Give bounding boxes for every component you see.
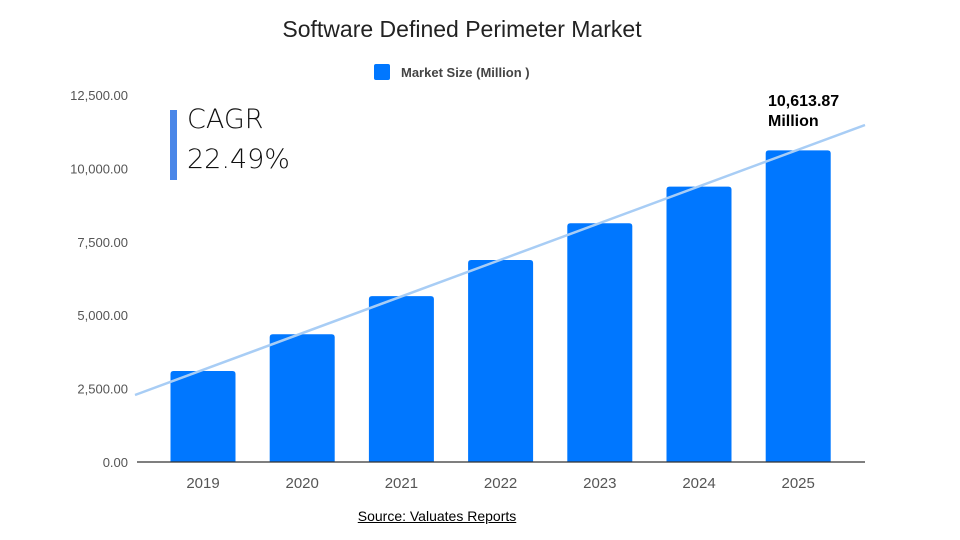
y-tick-label: 2,500.00 [77,382,128,397]
x-tick-label: 2022 [484,475,517,492]
bar-2021 [368,296,434,462]
trend-line [134,123,866,397]
chart-title: Software Defined Perimeter Market [282,16,642,42]
x-tick-label: 2021 [385,475,418,492]
last-value-number: 10,613.87 [768,93,840,110]
cagr-value: 22.49% [187,144,290,175]
source-link[interactable]: Source: Valuates Reports [357,508,517,524]
y-tick-label: 0.00 [103,455,128,470]
y-tick-label: 7,500.00 [77,235,128,250]
x-tick-label: 2019 [186,475,219,492]
legend-swatch [374,64,390,80]
last-value-annotation: 10,613.87 Million [768,92,839,132]
y-tick-label: 10,000.00 [70,161,128,176]
legend: Market Size (Million ) [374,64,530,80]
cagr-accent-bar [170,110,177,180]
bar-2019 [170,370,236,462]
x-tick-label: 2020 [286,475,319,492]
last-value-unit: Million [768,113,819,130]
x-tick-label: 2025 [782,475,815,492]
x-tick-label: 2024 [682,475,715,492]
bar-2025 [765,150,831,462]
bar-2023 [567,223,633,462]
bar-2020 [269,334,335,462]
x-tick-label: 2023 [583,475,616,492]
legend-label: Market Size (Million ) [401,64,530,80]
y-tick-label: 5,000.00 [77,308,128,323]
bar-2022 [468,260,534,462]
bar-2024 [666,186,732,462]
y-tick-label: 12,500.00 [70,88,128,103]
cagr-label: CAGR [187,104,264,135]
